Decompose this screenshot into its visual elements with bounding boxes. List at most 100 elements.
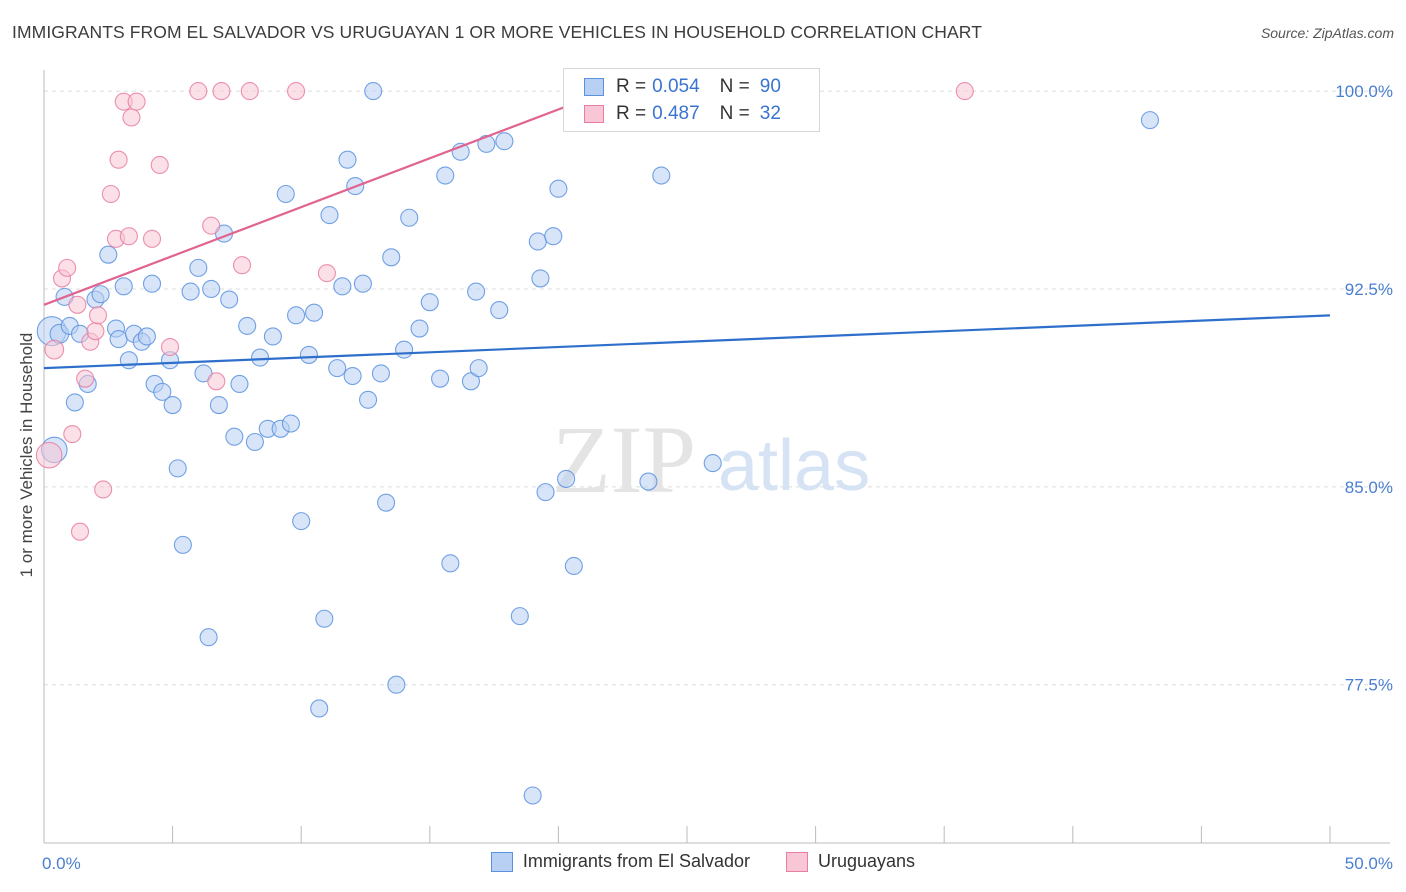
point-el-salvador-84 bbox=[564, 556, 583, 576]
point-uruguayans-10 bbox=[88, 306, 108, 325]
legend-row-uruguayans: R = 0.487 N = 32 bbox=[584, 102, 781, 126]
point-el-salvador-26 bbox=[189, 258, 208, 277]
point-el-salvador-82 bbox=[549, 179, 568, 198]
point-el-salvador-10 bbox=[99, 245, 118, 264]
y-tick-label-2: 85.0% bbox=[1345, 478, 1393, 497]
source-credit: Source: ZipAtlas.com bbox=[1260, 25, 1394, 41]
point-el-salvador-41 bbox=[276, 184, 295, 204]
point-uruguayans-14 bbox=[109, 150, 128, 169]
point-uruguayans-6 bbox=[70, 522, 90, 541]
point-uruguayans-3 bbox=[58, 258, 77, 277]
point-uruguayans-27 bbox=[240, 82, 259, 101]
x-tick-labels: 0.0% 50.0% bbox=[42, 854, 1393, 873]
point-el-salvador-66 bbox=[431, 369, 450, 388]
point-el-salvador-20 bbox=[153, 382, 172, 401]
point-el-salvador-85 bbox=[639, 472, 658, 491]
point-el-salvador-39 bbox=[263, 327, 282, 346]
point-el-salvador-65 bbox=[420, 293, 439, 312]
trend-line-el-salvador bbox=[43, 314, 1331, 370]
trend-line-uruguayans bbox=[43, 74, 649, 306]
point-el-salvador-58 bbox=[371, 364, 390, 383]
n-value-uruguayans: 32 bbox=[759, 103, 781, 124]
point-el-salvador-37 bbox=[250, 348, 270, 367]
data-points bbox=[35, 82, 1160, 805]
point-el-salvador-32 bbox=[220, 290, 239, 309]
point-el-salvador-62 bbox=[395, 340, 414, 359]
point-el-salvador-23 bbox=[168, 459, 187, 478]
point-el-salvador-35 bbox=[238, 316, 257, 335]
point-el-salvador-88 bbox=[1140, 111, 1160, 130]
point-el-salvador-63 bbox=[400, 208, 419, 227]
point-el-salvador-57 bbox=[364, 82, 383, 101]
point-el-salvador-22 bbox=[163, 396, 182, 415]
point-el-salvador-12 bbox=[109, 330, 128, 349]
point-uruguayans-7 bbox=[76, 369, 95, 388]
point-uruguayans-26 bbox=[232, 256, 252, 275]
point-el-salvador-30 bbox=[209, 396, 228, 415]
point-el-salvador-25 bbox=[181, 282, 200, 301]
point-el-salvador-13 bbox=[114, 277, 133, 296]
point-el-salvador-55 bbox=[353, 274, 372, 293]
point-el-salvador-17 bbox=[137, 327, 156, 346]
n-value-el-salvador: 90 bbox=[759, 76, 781, 97]
point-uruguayans-22 bbox=[189, 82, 208, 101]
point-uruguayans-12 bbox=[101, 184, 120, 204]
legend-label-uruguayans: Uruguayans bbox=[818, 851, 916, 871]
point-el-salvador-42 bbox=[281, 414, 300, 433]
trend-lines bbox=[43, 74, 1331, 370]
point-el-salvador-34 bbox=[230, 374, 249, 393]
legend-label-el-salvador: Immigrants from El Salvador bbox=[522, 851, 750, 871]
legend-swatch-el-salvador bbox=[490, 851, 513, 872]
point-el-salvador-78 bbox=[528, 232, 547, 251]
point-uruguayans-16 bbox=[119, 227, 138, 246]
watermark-zip: ZIP bbox=[552, 406, 696, 513]
point-uruguayans-24 bbox=[207, 372, 226, 391]
legend-swatch-el-salvador bbox=[584, 78, 604, 96]
point-uruguayans-9 bbox=[86, 322, 105, 341]
n-label: N = bbox=[719, 103, 750, 124]
point-uruguayans-23 bbox=[202, 216, 221, 235]
point-el-salvador-79 bbox=[531, 269, 550, 288]
point-el-salvador-9 bbox=[91, 285, 110, 304]
watermark: ZIP atlas bbox=[552, 406, 870, 513]
point-el-salvador-80 bbox=[536, 483, 555, 502]
point-el-salvador-36 bbox=[245, 432, 264, 452]
legend-item-el-salvador: Immigrants from El Salvador bbox=[490, 851, 750, 872]
point-el-salvador-44 bbox=[292, 512, 311, 531]
n-label: N = bbox=[719, 76, 750, 97]
point-el-salvador-52 bbox=[338, 150, 357, 169]
point-el-salvador-75 bbox=[495, 132, 514, 151]
point-el-salvador-48 bbox=[315, 609, 334, 628]
chart-title: IMMIGRANTS FROM EL SALVADOR VS URUGUAYAN… bbox=[12, 22, 983, 42]
watermark-atlas: atlas bbox=[718, 426, 870, 506]
legend-swatch-uruguayans bbox=[584, 105, 604, 123]
point-uruguayans-5 bbox=[68, 295, 87, 314]
legend-item-uruguayans: Uruguayans bbox=[786, 851, 915, 872]
correlation-legend: R = 0.054 N = 90 R = 0.487 N = 32 bbox=[563, 68, 820, 132]
point-el-salvador-43 bbox=[287, 306, 306, 325]
point-uruguayans-0 bbox=[35, 441, 63, 469]
point-el-salvador-24 bbox=[173, 535, 192, 554]
point-el-salvador-18 bbox=[142, 274, 162, 293]
point-el-salvador-50 bbox=[328, 359, 347, 378]
point-el-salvador-83 bbox=[557, 469, 576, 488]
point-el-salvador-51 bbox=[333, 277, 352, 296]
legend-row-el-salvador: R = 0.054 N = 90 bbox=[584, 75, 781, 99]
point-el-salvador-5 bbox=[65, 393, 84, 412]
point-uruguayans-17 bbox=[122, 108, 141, 127]
point-el-salvador-59 bbox=[377, 493, 396, 512]
series-legend: Immigrants from El Salvador Uruguayans bbox=[0, 851, 1406, 872]
point-el-salvador-61 bbox=[387, 675, 406, 694]
point-uruguayans-1 bbox=[44, 339, 65, 360]
point-uruguayans-18 bbox=[127, 92, 146, 111]
y-tick-label-1: 92.5% bbox=[1345, 280, 1393, 299]
x-tick-label-0: 0.0% bbox=[42, 854, 81, 873]
point-el-salvador-49 bbox=[320, 206, 339, 225]
r-value-el-salvador: 0.054 bbox=[652, 76, 700, 97]
r-label: R = bbox=[616, 103, 647, 124]
point-el-salvador-72 bbox=[469, 359, 488, 378]
point-el-salvador-60 bbox=[382, 248, 401, 267]
y-tick-label-0: 100.0% bbox=[1335, 82, 1393, 101]
y-tick-labels: 100.0% 92.5% 85.0% 77.5% bbox=[1335, 82, 1393, 695]
